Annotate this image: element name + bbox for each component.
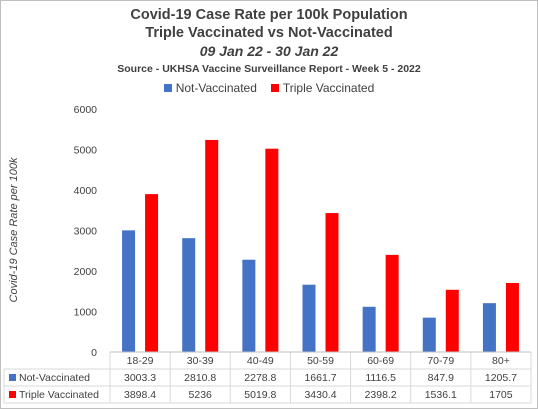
bar-triple-vaccinated bbox=[445, 289, 459, 352]
table-cell-value: 3003.3 bbox=[124, 372, 156, 384]
bar-not-vaccinated bbox=[362, 306, 376, 352]
bar-not-vaccinated bbox=[302, 284, 316, 352]
table-cell-value: 1661.7 bbox=[304, 372, 336, 384]
category-label: 30-39 bbox=[187, 355, 214, 367]
bar-triple-vaccinated bbox=[325, 213, 339, 352]
table-key-not-vaccinated bbox=[9, 374, 16, 381]
category-label: 50-59 bbox=[307, 355, 334, 367]
bar-not-vaccinated bbox=[122, 230, 136, 352]
table-cell-value: 5236 bbox=[189, 389, 213, 401]
table-cell-value: 2278.8 bbox=[244, 372, 276, 384]
table-cell-value: 1116.5 bbox=[365, 372, 396, 384]
chart-title: Covid-19 Case Rate per 100k Population bbox=[130, 7, 408, 23]
legend-item-triple-vaccinated: Triple Vaccinated bbox=[270, 81, 375, 95]
bar-triple-vaccinated bbox=[385, 254, 399, 352]
y-tick-label: 5000 bbox=[74, 145, 98, 157]
y-tick-label: 6000 bbox=[74, 104, 98, 116]
bar-triple-vaccinated bbox=[505, 282, 519, 352]
bar-not-vaccinated bbox=[242, 259, 256, 352]
bar-not-vaccinated bbox=[182, 238, 196, 352]
y-tick-label: 0 bbox=[91, 347, 97, 359]
bar-not-vaccinated bbox=[422, 317, 436, 352]
bar-not-vaccinated bbox=[482, 303, 496, 352]
category-label: 60-69 bbox=[367, 355, 394, 367]
y-tick-label: 1000 bbox=[74, 307, 98, 319]
table-cell-value: 2398.2 bbox=[365, 389, 397, 401]
category-label: 40-49 bbox=[247, 355, 274, 367]
table-cell-value: 1205.7 bbox=[485, 372, 517, 384]
chart-legend: Not-Vaccinated Triple Vaccinated bbox=[0, 81, 538, 95]
legend-label-triple-vaccinated: Triple Vaccinated bbox=[282, 81, 375, 95]
table-cell-value: 1705 bbox=[489, 389, 513, 401]
table-cell-value: 847.9 bbox=[428, 372, 454, 384]
table-cell-value: 5019.8 bbox=[244, 389, 276, 401]
bar-triple-vaccinated bbox=[205, 139, 219, 352]
table-row-label-not-vaccinated: Not-Vaccinated bbox=[19, 372, 90, 384]
bar-triple-vaccinated bbox=[145, 194, 159, 352]
chart-subtitle: Triple Vaccinated vs Not-Vaccinated bbox=[145, 25, 393, 41]
table-cell-value: 2810.8 bbox=[184, 372, 216, 384]
date-range: 09 Jan 22 - 30 Jan 22 bbox=[199, 43, 339, 59]
table-key-triple-vaccinated bbox=[9, 391, 16, 398]
category-label: 70-79 bbox=[427, 355, 454, 367]
table-row-label-triple-vaccinated: Triple Vaccinated bbox=[19, 389, 99, 401]
bar-triple-vaccinated bbox=[265, 148, 279, 352]
legend-swatch-not-vaccinated bbox=[163, 84, 172, 92]
y-tick-label: 4000 bbox=[74, 185, 98, 197]
table-cell-value: 1536.1 bbox=[425, 389, 457, 401]
category-label: 18-29 bbox=[127, 355, 154, 367]
y-tick-label: 3000 bbox=[74, 226, 98, 238]
category-label: 80+ bbox=[492, 355, 510, 367]
source-note: Source - UKHSA Vaccine Surveillance Repo… bbox=[117, 63, 421, 75]
table-cell-value: 3430.4 bbox=[304, 389, 336, 401]
legend-item-not-vaccinated: Not-Vaccinated bbox=[163, 81, 257, 95]
legend-label-not-vaccinated: Not-Vaccinated bbox=[175, 81, 257, 95]
legend-swatch-triple-vaccinated bbox=[270, 84, 279, 92]
table-cell-value: 3898.4 bbox=[124, 389, 156, 401]
y-tick-label: 2000 bbox=[74, 266, 98, 278]
